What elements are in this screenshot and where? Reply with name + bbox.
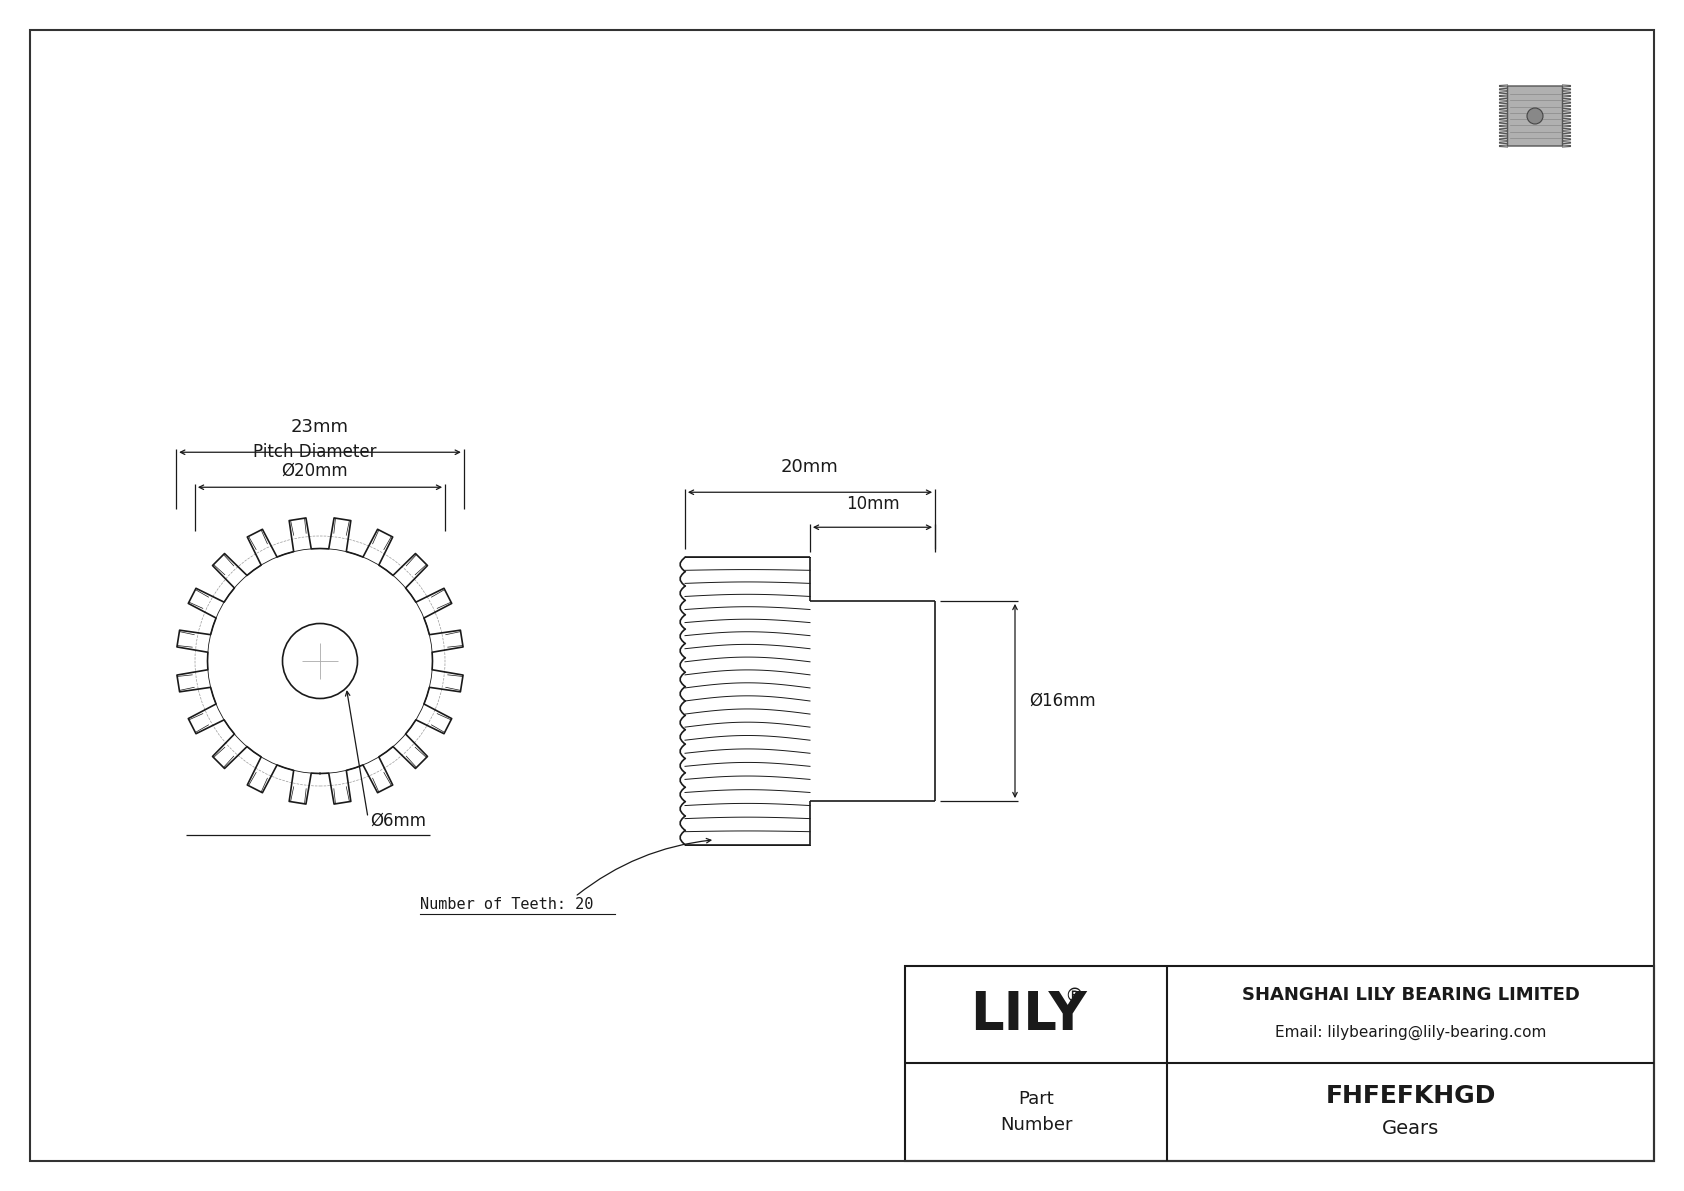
Text: Number of Teeth: 20: Number of Teeth: 20 <box>419 897 593 912</box>
Text: 23mm: 23mm <box>291 418 349 436</box>
Text: SHANGHAI LILY BEARING LIMITED: SHANGHAI LILY BEARING LIMITED <box>1241 985 1580 1004</box>
Text: Email: lilybearing@lily-bearing.com: Email: lilybearing@lily-bearing.com <box>1275 1025 1546 1040</box>
Text: Ø16mm: Ø16mm <box>1029 692 1096 710</box>
Circle shape <box>1527 108 1543 124</box>
Text: Pitch Diameter: Pitch Diameter <box>253 443 377 461</box>
Text: Ø20mm: Ø20mm <box>281 461 349 479</box>
Text: 20mm: 20mm <box>781 459 839 476</box>
FancyBboxPatch shape <box>1507 86 1563 146</box>
Text: 10mm: 10mm <box>845 495 899 513</box>
Text: Gears: Gears <box>1383 1118 1440 1137</box>
Text: Number: Number <box>1000 1116 1073 1134</box>
Text: FHFEFKHGD: FHFEFKHGD <box>1325 1084 1495 1108</box>
Text: LILY: LILY <box>970 989 1086 1041</box>
Text: Part: Part <box>1019 1090 1054 1108</box>
Text: ®: ® <box>1064 987 1084 1006</box>
Bar <box>904 966 1654 1161</box>
Text: Ø6mm: Ø6mm <box>370 812 426 830</box>
